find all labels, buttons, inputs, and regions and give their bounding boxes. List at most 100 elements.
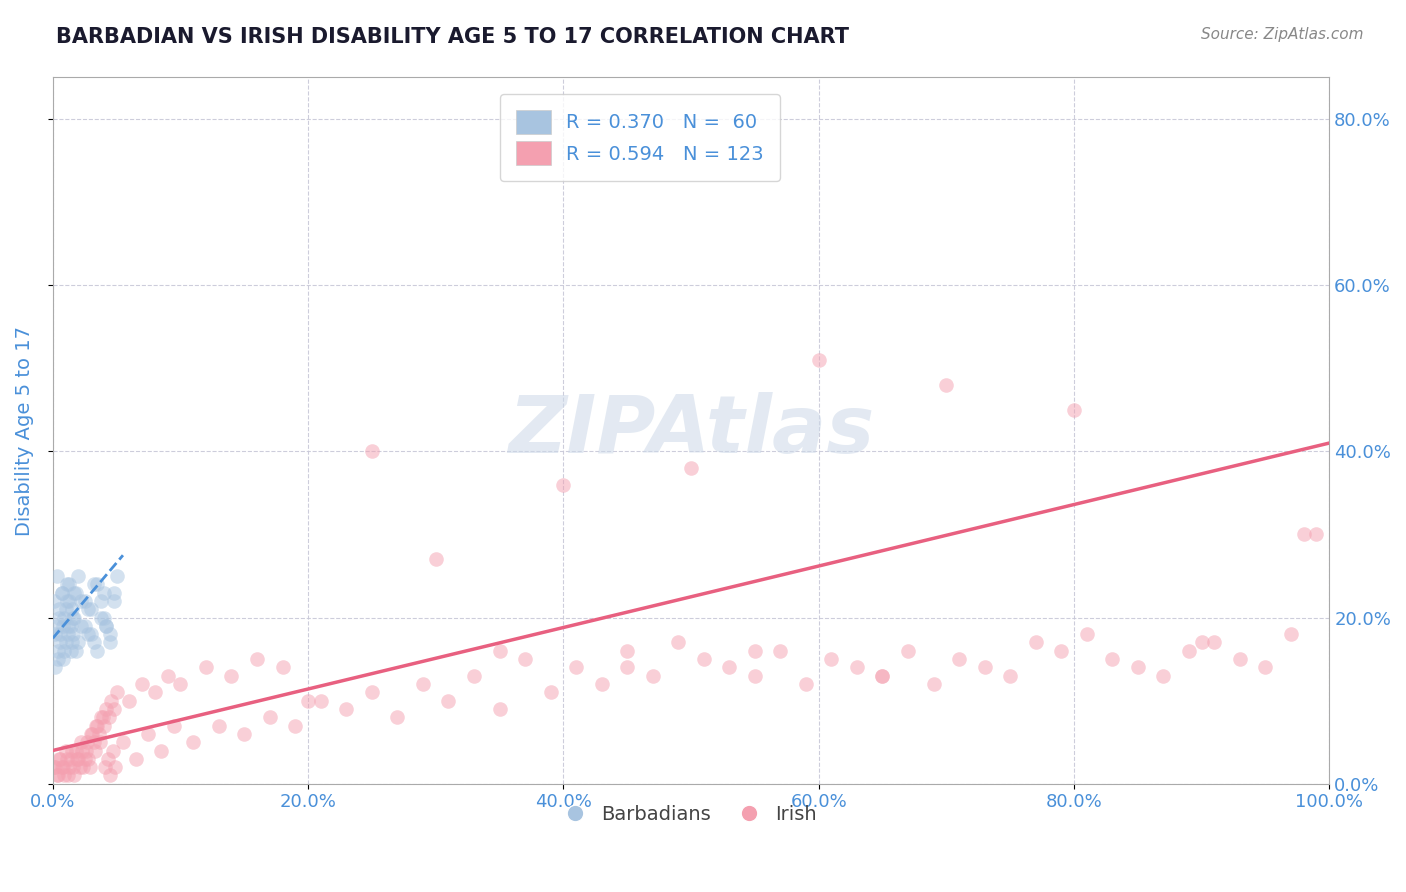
Point [641, 669, 664, 683]
Point [131, 677, 153, 691]
Point [163, 718, 186, 732]
Point [718, 660, 741, 674]
Point [73, 752, 96, 766]
Point [77, 627, 100, 641]
Point [935, 377, 957, 392]
Point [104, 760, 127, 774]
Point [65, 743, 87, 757]
Point [49, 752, 72, 766]
Point [820, 652, 842, 666]
Legend: Barbadians, Irish: Barbadians, Irish [555, 796, 825, 834]
Point [86, 577, 108, 591]
Point [412, 677, 434, 691]
Point [83, 735, 105, 749]
Point [48, 752, 70, 766]
Point [437, 693, 460, 707]
Point [679, 461, 702, 475]
Point [66, 752, 89, 766]
Point [63, 768, 86, 782]
Point [97, 752, 120, 766]
Point [49, 635, 72, 649]
Point [897, 644, 920, 658]
Point [72, 760, 94, 774]
Text: Source: ZipAtlas.com: Source: ZipAtlas.com [1201, 27, 1364, 42]
Point [62, 627, 84, 641]
Point [1292, 527, 1315, 541]
Point [693, 652, 716, 666]
Point [60, 635, 83, 649]
Point [360, 685, 382, 699]
Point [80, 727, 103, 741]
Point [845, 660, 868, 674]
Point [84, 718, 107, 732]
Point [52, 619, 75, 633]
Text: ZIPAtlas: ZIPAtlas [508, 392, 875, 469]
Point [90, 610, 112, 624]
Point [69, 619, 91, 633]
Point [45, 768, 67, 782]
Point [65, 585, 87, 599]
Point [58, 760, 80, 774]
Point [79, 760, 101, 774]
Point [96, 619, 118, 633]
Point [103, 585, 125, 599]
Point [52, 760, 75, 774]
Point [87, 727, 110, 741]
Point [1050, 644, 1073, 658]
Point [616, 660, 638, 674]
Point [143, 685, 166, 699]
Point [105, 569, 128, 583]
Point [1191, 635, 1213, 649]
Point [46, 768, 69, 782]
Point [194, 660, 217, 674]
Point [82, 727, 104, 741]
Point [56, 577, 79, 591]
Point [105, 685, 128, 699]
Point [83, 635, 105, 649]
Point [103, 702, 125, 716]
Point [55, 635, 77, 649]
Point [259, 710, 281, 724]
Point [67, 752, 90, 766]
Text: BARBADIAN VS IRISH DISABILITY AGE 5 TO 17 CORRELATION CHART: BARBADIAN VS IRISH DISABILITY AGE 5 TO 1… [56, 27, 849, 46]
Point [55, 602, 77, 616]
Point [44, 760, 66, 774]
Point [138, 727, 160, 741]
Point [86, 718, 108, 732]
Point [89, 735, 111, 749]
Point [309, 693, 332, 707]
Point [284, 718, 307, 732]
Point [150, 743, 173, 757]
Point [125, 752, 148, 766]
Point [794, 677, 817, 691]
Point [540, 685, 562, 699]
Point [973, 660, 995, 674]
Point [156, 669, 179, 683]
Point [94, 760, 117, 774]
Point [98, 768, 121, 782]
Point [387, 710, 409, 724]
Point [297, 693, 319, 707]
Point [59, 644, 82, 658]
Point [118, 693, 141, 707]
Point [1178, 644, 1201, 658]
Point [111, 735, 134, 749]
Point [1101, 652, 1123, 666]
Point [1076, 627, 1098, 641]
Point [56, 768, 79, 782]
Point [62, 760, 84, 774]
Point [91, 710, 114, 724]
Point [51, 585, 73, 599]
Point [553, 477, 575, 491]
Point [591, 677, 613, 691]
Point [48, 602, 70, 616]
Point [271, 660, 294, 674]
Point [744, 669, 766, 683]
Point [69, 594, 91, 608]
Point [103, 594, 125, 608]
Point [169, 677, 191, 691]
Point [1152, 669, 1174, 683]
Point [93, 585, 115, 599]
Point [744, 644, 766, 658]
Point [51, 760, 73, 774]
